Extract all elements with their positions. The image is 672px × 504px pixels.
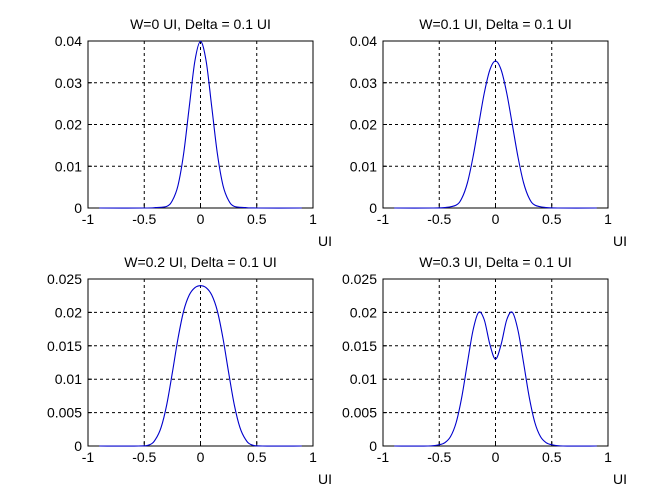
y-tick-label: 0.01	[55, 158, 82, 174]
series-line-pdf	[394, 60, 597, 209]
x-tick-label: 0	[492, 449, 500, 465]
y-tick-label: 0.01	[350, 158, 377, 174]
x-tick-label: -1	[377, 211, 390, 227]
x-axis-label: UI	[613, 233, 627, 249]
subplot-title: W=0.2 UI, Delta = 0.1 UI	[124, 254, 277, 270]
x-tick-label: 0.5	[247, 449, 267, 465]
x-tick-label: 0.5	[247, 211, 267, 227]
series-line-pdf	[99, 40, 302, 209]
x-tick-label: 0.5	[542, 449, 562, 465]
subplot-4: -1 -0.5 0 0.5 1 0 0.005 0.01 0.015 0.02 0.025 W=0.3…	[342, 254, 627, 487]
y-tick-label: 0	[369, 200, 377, 216]
y-tick-label: 0.025	[342, 271, 377, 287]
x-axis-label: UI	[318, 471, 332, 487]
x-tick-label: 0	[197, 211, 205, 227]
x-tick-label: 1	[309, 449, 317, 465]
x-tick-label: 0.5	[542, 211, 562, 227]
y-tick-label: 0.005	[342, 405, 377, 421]
x-tick-label: -1	[82, 449, 95, 465]
x-tick-label: -1	[82, 211, 95, 227]
y-tick-label: 0	[369, 438, 377, 454]
y-tick-label: 0.005	[47, 405, 82, 421]
x-tick-label: -0.5	[132, 449, 156, 465]
subplot-title: W=0.3 UI, Delta = 0.1 UI	[419, 254, 572, 270]
x-tick-label: -0.5	[132, 211, 156, 227]
subplot-2: -1 -0.5 0 0.5 1 0 0.01 0.02 0.03 0.04 W=0.1 UI, De…	[350, 16, 627, 249]
y-tick-label: 0.015	[342, 338, 377, 354]
subplot-title: W=0.1 UI, Delta = 0.1 UI	[419, 16, 572, 32]
y-tick-label: 0	[74, 438, 82, 454]
y-tick-label: 0.02	[55, 304, 82, 320]
y-tick-label: 0.025	[47, 271, 82, 287]
x-tick-label: 0	[492, 211, 500, 227]
x-tick-label: 0	[197, 449, 205, 465]
y-tick-label: 0.02	[350, 304, 377, 320]
y-tick-label: 0.015	[47, 338, 82, 354]
y-tick-label: 0.03	[55, 75, 82, 91]
x-tick-label: -0.5	[427, 211, 451, 227]
x-tick-label: -1	[377, 449, 390, 465]
subplot-3: -1 -0.5 0 0.5 1 0 0.005 0.01 0.015 0.02 0.025 W=0.2…	[47, 254, 332, 487]
y-tick-label: 0.04	[350, 33, 377, 49]
x-tick-label: -0.5	[427, 449, 451, 465]
subplot-title: W=0 UI, Delta = 0.1 UI	[130, 16, 271, 32]
subplot-1: -1 -0.5 0 0.5 1 0 0.01 0.02 0.03 0.04 W=0 UI, Delt…	[55, 16, 332, 249]
x-axis-label: UI	[318, 233, 332, 249]
y-tick-label: 0.02	[350, 117, 377, 133]
y-tick-label: 0.04	[55, 33, 82, 49]
x-tick-label: 1	[604, 211, 612, 227]
y-tick-label: 0.02	[55, 117, 82, 133]
y-tick-label: 0.01	[350, 371, 377, 387]
x-axis-label: UI	[613, 471, 627, 487]
y-tick-label: 0.01	[55, 371, 82, 387]
x-tick-label: 1	[604, 449, 612, 465]
series-line-pdf	[99, 285, 302, 447]
series-line-pdf	[394, 311, 597, 447]
y-tick-label: 0.03	[350, 75, 377, 91]
x-tick-label: 1	[309, 211, 317, 227]
y-tick-label: 0	[74, 200, 82, 216]
